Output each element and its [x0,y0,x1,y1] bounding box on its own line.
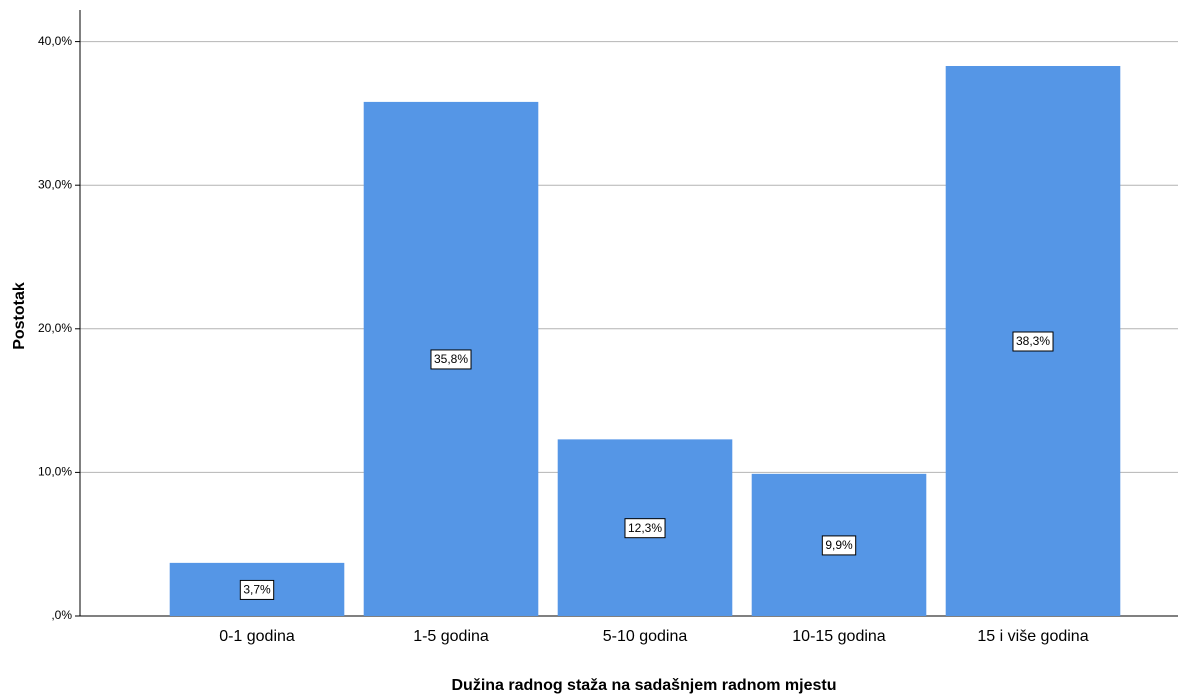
data-label-box [430,349,472,370]
data-label: 35,8% [434,352,468,366]
x-tick-label: 10-15 godina [792,628,886,645]
x-tick-label: 1-5 godina [413,628,489,645]
data-label-box [821,535,857,556]
data-label-box [239,579,275,600]
x-tick-label: 0-1 godina [219,628,295,645]
data-label: 12,3% [628,521,662,535]
data-label: 9,9% [825,538,853,552]
x-axis-title: Dužina radnog staža na sadašnjem radnom … [452,677,837,694]
data-label-box [1012,331,1054,352]
data-label-box [624,518,666,539]
y-tick-label: 20,0% [38,321,72,335]
x-tick-label: 15 i više godina [977,628,1088,645]
y-tick-label: 10,0% [38,465,72,479]
data-label: 3,7% [243,583,271,597]
y-tick-label: ,0% [51,608,72,622]
x-tick-label: 5-10 godina [603,628,688,645]
y-tick-label: 40,0% [38,34,72,48]
data-label: 38,3% [1016,334,1050,348]
y-tick-label: 30,0% [38,177,72,191]
y-axis-title: Postotak [11,282,28,350]
